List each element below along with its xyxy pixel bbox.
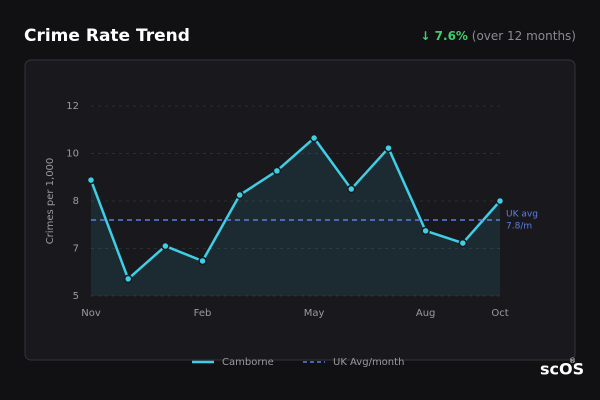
card [24, 59, 576, 361]
change-summary: ↓ 7.6% (over 12 months) [420, 29, 576, 43]
reference-label: UK avg [506, 210, 538, 220]
y-tick-label: 10 [66, 149, 79, 160]
point [421, 226, 430, 236]
legend: Camborne UK Avg/month [192, 357, 404, 368]
point [123, 274, 133, 284]
x-tick-label: May [304, 308, 325, 319]
x-tick-label: Nov [81, 308, 101, 319]
x-tick-label: Aug [416, 308, 436, 319]
x-tick-label: Oct [491, 308, 508, 319]
point [161, 241, 170, 251]
point [458, 238, 468, 248]
point [309, 133, 319, 143]
change-note: (over 12 months) [472, 29, 576, 43]
point [198, 256, 207, 266]
y-tick-label: 7 [73, 244, 79, 255]
legend-label: Camborne [222, 357, 274, 368]
y-axis-label: Crimes per 1,000 [45, 158, 56, 245]
change-value: ↓ 7.6% [420, 29, 468, 43]
y-tick-label: 12 [66, 101, 79, 112]
chart-title: Crime Rate Trend [24, 26, 190, 46]
reference-value-label: 7.8/m [506, 222, 532, 232]
x-tick-label: Feb [194, 308, 212, 319]
y-tick-label: 5 [73, 291, 79, 302]
point [495, 196, 505, 206]
point [86, 175, 96, 185]
area [91, 138, 500, 296]
legend-label: UK Avg/month [333, 357, 404, 368]
point [235, 190, 244, 200]
line [89, 136, 501, 281]
logo: scOS [540, 360, 584, 379]
logo-mark: ® [569, 357, 576, 365]
point [272, 166, 282, 176]
point [347, 184, 356, 194]
point [384, 143, 393, 153]
plot-area: 5 7 8 10 12 Nov Feb May Aug Oct UK avg 7.8/m [66, 101, 538, 319]
y-tick-label: 8 [73, 196, 79, 207]
